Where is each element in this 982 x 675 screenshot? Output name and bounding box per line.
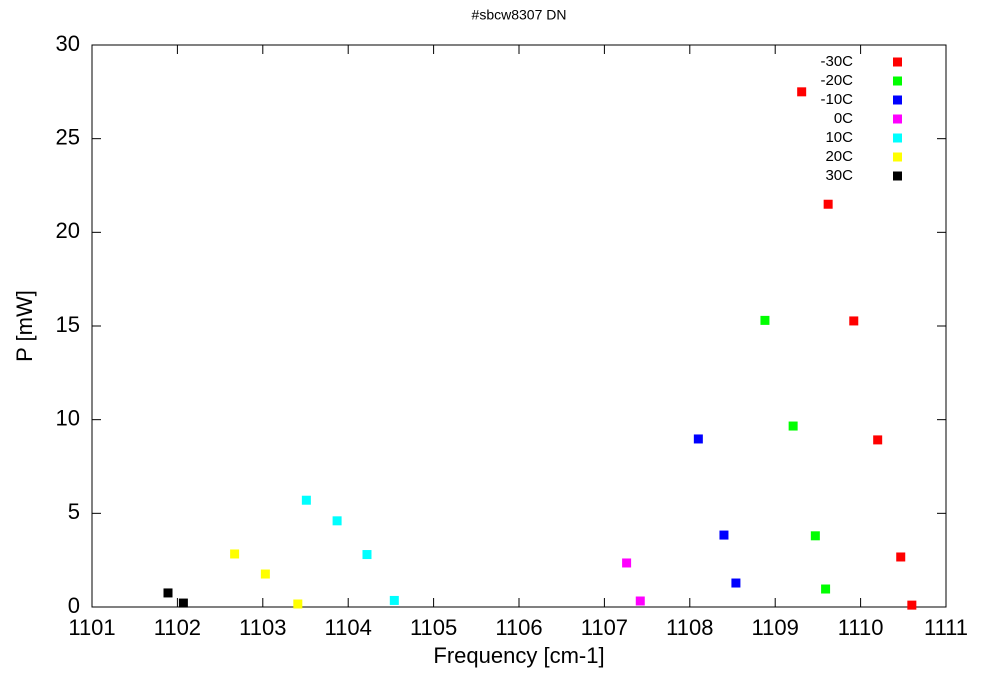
legend-label: 0C [834,110,853,127]
x-tick-label: 1103 [239,615,286,640]
x-tick-label: 1105 [410,615,457,640]
legend-label: -20C [820,72,853,89]
legend-label: -30C [820,53,853,70]
x-tick-label: 1109 [752,615,799,640]
x-tick-label: 1107 [581,615,628,640]
legend-marker [893,171,902,181]
point [760,315,770,325]
x-tick-label: 1104 [325,615,372,640]
point [907,600,917,610]
point [622,558,632,568]
point [230,549,240,559]
legend-marker [893,133,902,143]
point [693,434,703,444]
x-tick-label: 1111 [924,615,968,640]
legend-label: 10C [825,129,853,146]
y-tick-label: 0 [68,593,80,618]
point [788,421,798,431]
plot-frame [91,44,947,608]
legend-label: 30C [825,167,853,184]
y-axis-label: P [mW] [12,290,37,362]
legend-marker [893,114,902,124]
point [821,584,831,594]
point [178,598,188,608]
chart-title: #sbcw8307 DN [472,7,567,23]
point [873,435,883,445]
x-tick-label: 1101 [68,615,115,640]
x-axis-label: Frequency [cm-1] [433,643,604,668]
point [362,550,372,560]
y-tick-label: 20 [56,218,80,243]
y-tick-label: 30 [56,31,80,56]
point [389,595,399,605]
point [823,199,833,209]
point [635,596,645,606]
point [301,495,311,505]
point [332,516,342,526]
legend-marker [893,57,902,67]
x-tick-label: 1110 [838,615,884,640]
y-tick-label: 10 [56,405,80,430]
point [849,316,859,326]
point [797,87,807,97]
y-tick-label: 15 [56,312,80,337]
point [293,599,303,609]
point [810,531,820,541]
x-tick-label: 1108 [666,615,713,640]
point [731,578,741,588]
y-tick-label: 5 [68,499,80,524]
legend-marker [893,152,902,162]
legend-marker [893,95,902,105]
legend-marker [893,76,902,86]
point [719,530,729,540]
x-tick-label: 1102 [154,615,201,640]
y-tick-label: 25 [56,124,80,149]
x-tick-label: 1106 [495,615,542,640]
point [163,588,173,598]
legend-label: -10C [820,91,853,108]
legend-label: 20C [825,148,853,165]
point [896,552,906,562]
point [260,569,270,579]
